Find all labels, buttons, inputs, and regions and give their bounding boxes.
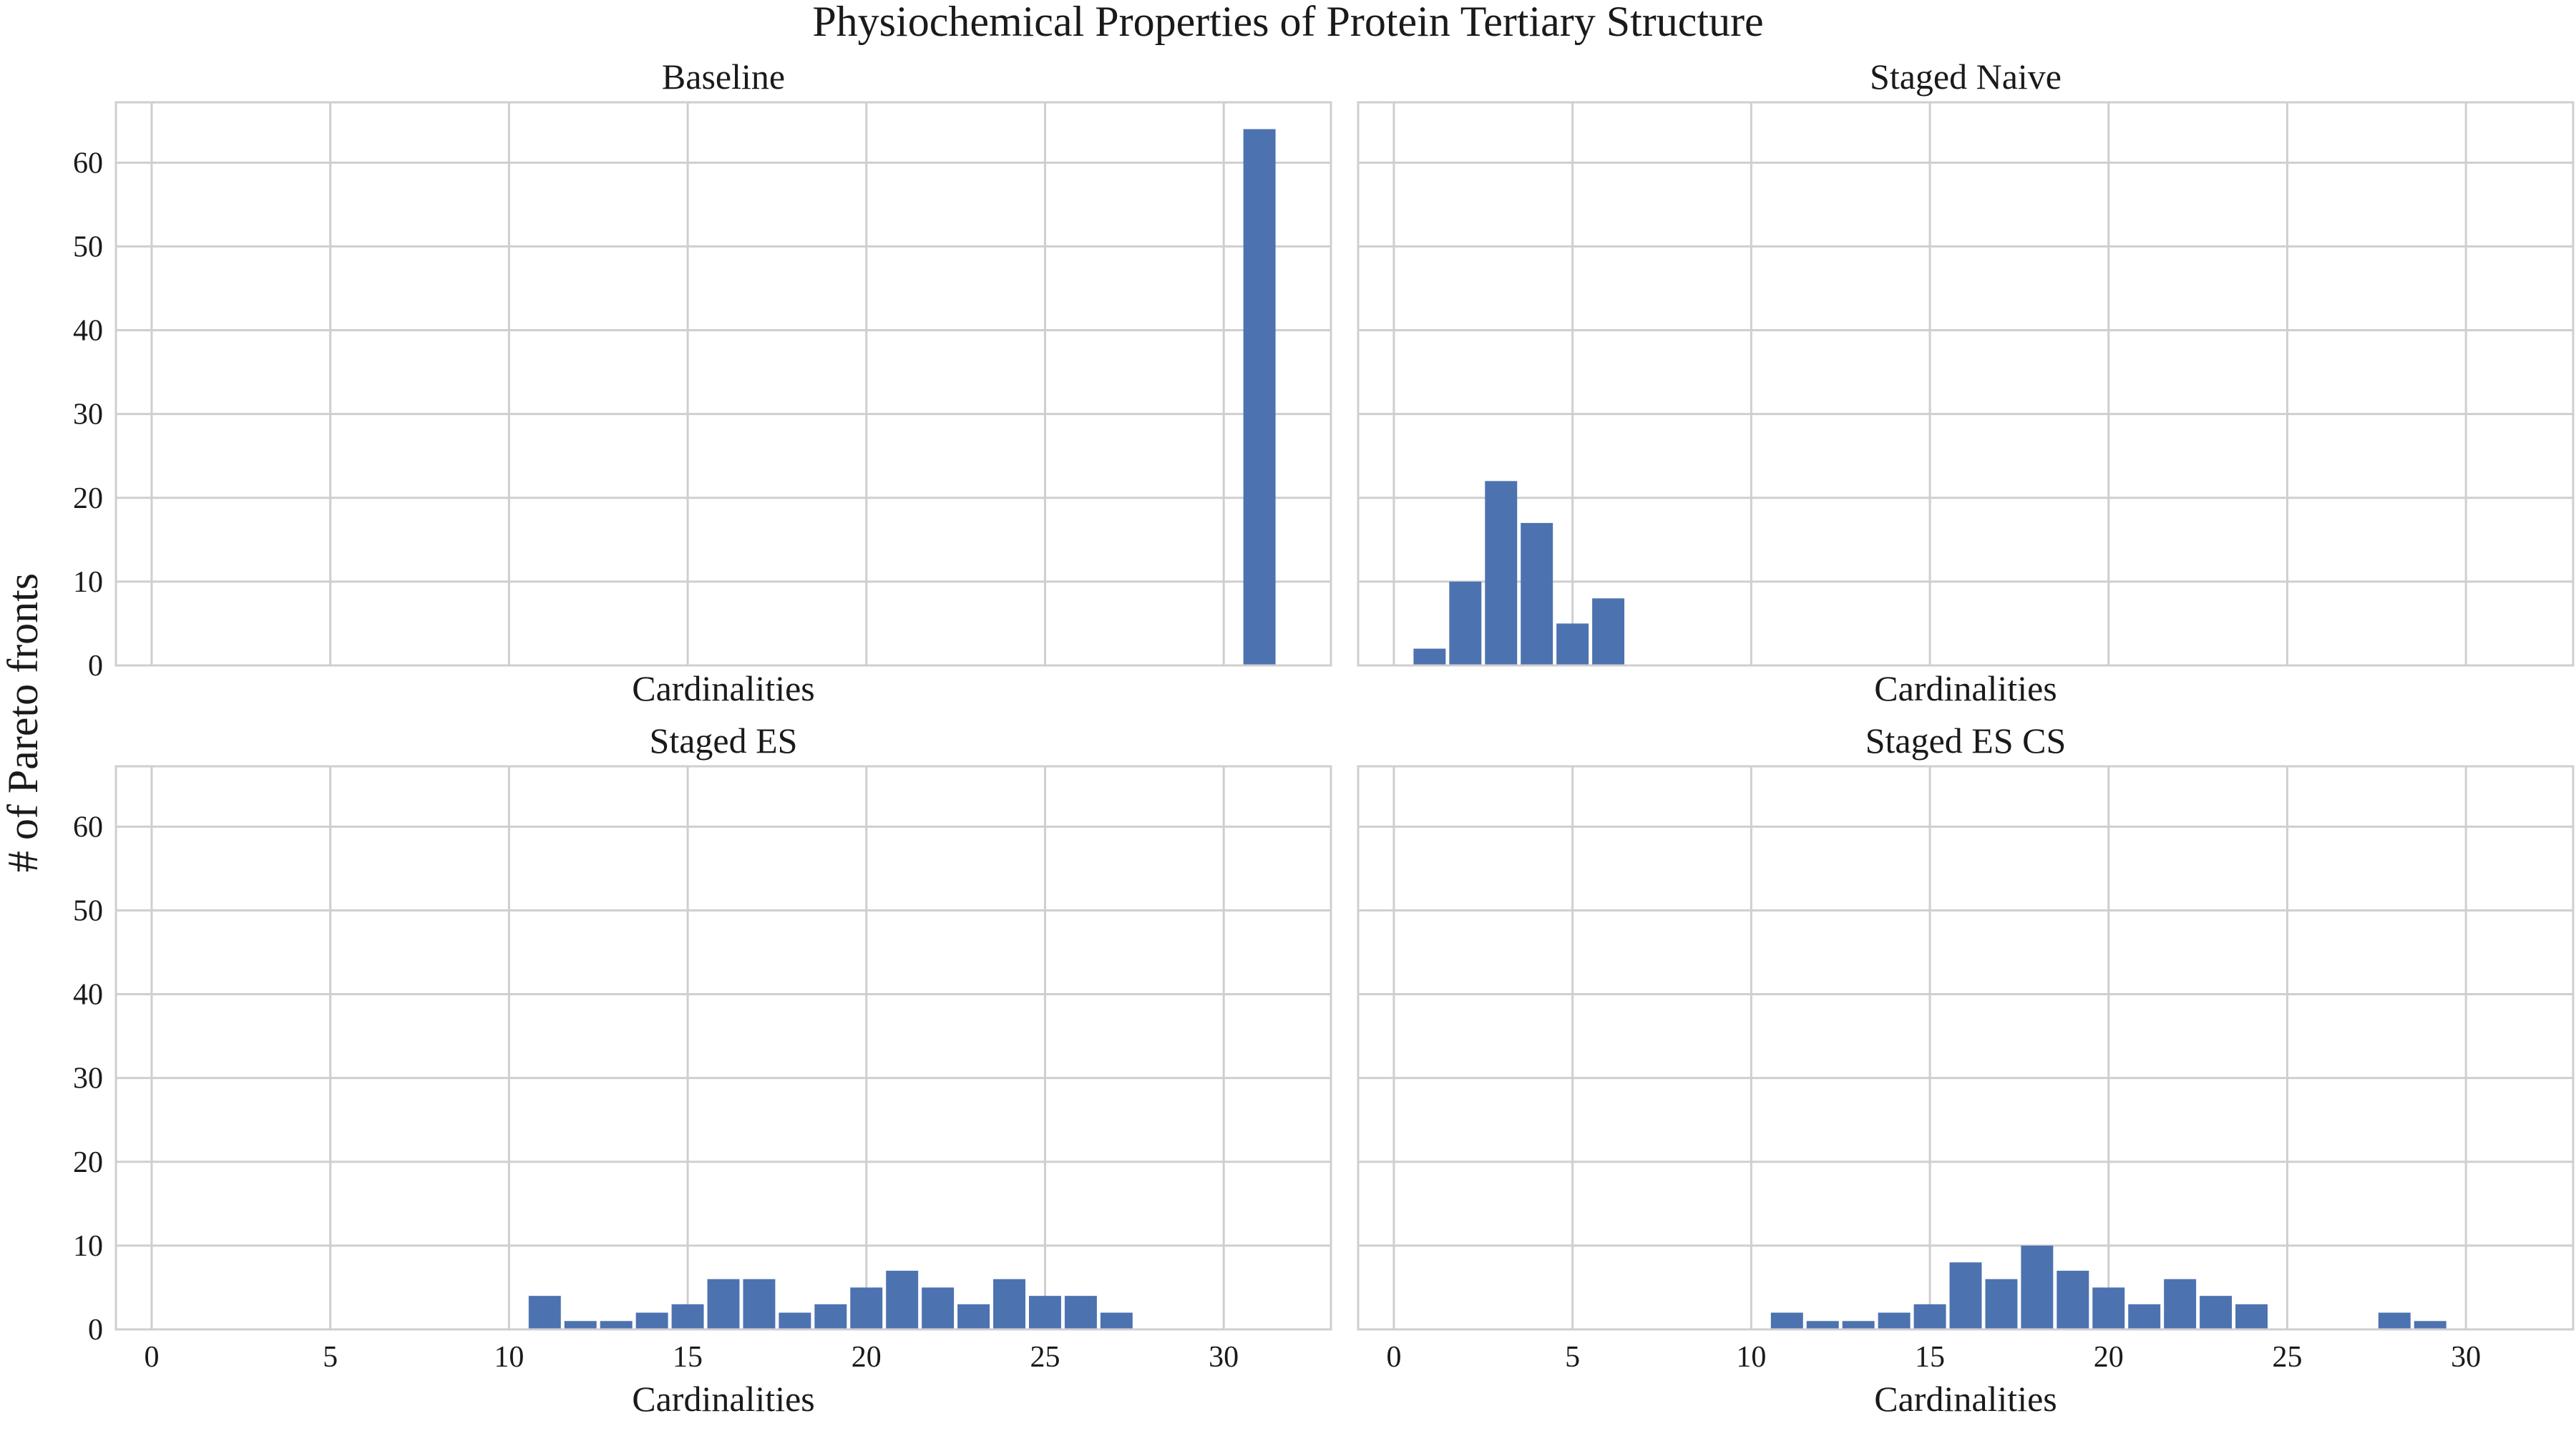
y-tick-label: 50	[73, 894, 103, 927]
bar	[1842, 1321, 1875, 1329]
bar	[1878, 1312, 1911, 1329]
y-axis-label: # of Pareto fronts	[0, 573, 47, 872]
bar	[1770, 1312, 1803, 1329]
x-tick-label: 30	[1209, 1341, 1239, 1374]
y-tick-label: 40	[73, 315, 103, 348]
bar	[886, 1271, 919, 1329]
panel-baseline: Baseline 0 10 20 30 40 50 60 Cardinalities	[73, 57, 1332, 708]
bar	[2200, 1296, 2233, 1329]
x-tick-label: 0	[1386, 1341, 1401, 1374]
bar	[1806, 1321, 1839, 1329]
x-tick-label: 20	[2094, 1341, 2124, 1374]
x-tick-label: 5	[323, 1341, 338, 1374]
y-tick-label: 60	[73, 147, 103, 180]
bar	[671, 1304, 704, 1329]
x-tick-label: 30	[2451, 1341, 2481, 1374]
y-tick-label: 10	[73, 1230, 103, 1263]
x-axis-label: Cardinalities	[632, 1379, 815, 1419]
figure-title: Physiochemical Properties of Protein Ter…	[812, 0, 1763, 45]
panels-container: Baseline0102030405060CardinalitiesStaged…	[73, 57, 2575, 1419]
bar	[1028, 1296, 1061, 1329]
x-tick-label: 0	[144, 1341, 159, 1374]
y-tick-label: 20	[73, 482, 103, 515]
plot-frame	[114, 101, 1332, 667]
x-tick-label: 5	[1565, 1341, 1580, 1374]
x-tick-label: 10	[494, 1341, 524, 1374]
x-tick-label: 15	[673, 1341, 703, 1374]
panel-title: Baseline	[662, 57, 785, 97]
panel-title: Staged ES CS	[1865, 721, 2067, 761]
bar	[2235, 1304, 2268, 1329]
x-tick-label: 25	[1030, 1341, 1060, 1374]
bar	[528, 1296, 561, 1329]
bar	[1913, 1304, 1946, 1329]
bar	[2128, 1304, 2161, 1329]
x-tick-label: 15	[1915, 1341, 1945, 1374]
bar	[707, 1279, 740, 1329]
y-tick-label: 30	[73, 399, 103, 431]
plot-frame	[1357, 765, 2575, 1331]
bar	[1592, 598, 1625, 665]
x-tick-label: 10	[1736, 1341, 1766, 1374]
bar	[635, 1312, 668, 1329]
x-axis-label: Cardinalities	[632, 668, 815, 708]
y-tick-label: 0	[88, 1314, 103, 1347]
bar	[850, 1287, 883, 1329]
panel-staged-naive: Staged Naive Cardinalities	[1357, 57, 2575, 708]
bar	[2092, 1287, 2125, 1329]
bar	[1100, 1312, 1133, 1329]
bar	[922, 1287, 955, 1329]
bar	[1064, 1296, 1097, 1329]
bar	[814, 1304, 847, 1329]
bar	[2057, 1271, 2089, 1329]
y-tick-label: 50	[73, 230, 103, 263]
bar	[957, 1304, 990, 1329]
y-tick-label: 40	[73, 979, 103, 1012]
x-tick-label: 20	[852, 1341, 882, 1374]
bar	[1521, 522, 1553, 665]
bar	[1949, 1262, 1982, 1329]
y-tick-label: 0	[88, 650, 103, 683]
bar	[1985, 1279, 2018, 1329]
bar	[1413, 648, 1446, 665]
plot-frame	[1357, 101, 2575, 667]
x-axis-label: Cardinalities	[1874, 1379, 2057, 1419]
bar	[1243, 129, 1276, 665]
bar	[2378, 1312, 2411, 1329]
bar	[743, 1279, 776, 1329]
y-tick-label: 10	[73, 566, 103, 599]
y-tick-label: 20	[73, 1146, 103, 1179]
bar	[600, 1321, 633, 1329]
panel-title: Staged ES	[650, 721, 798, 761]
bar	[1449, 581, 1482, 665]
plot-frame	[114, 765, 1332, 1331]
bar	[2164, 1279, 2197, 1329]
bar	[564, 1321, 597, 1329]
y-tick-label: 30	[73, 1063, 103, 1095]
bar	[2414, 1321, 2446, 1329]
bar	[779, 1312, 811, 1329]
bar	[1556, 623, 1589, 665]
y-tick-label: 60	[73, 811, 103, 844]
bar	[2021, 1245, 2054, 1329]
panel-staged-es: Staged ES 0 10 20 30 40 50 60 0 5 10 15 20 25 30 Cardin…	[73, 721, 1332, 1419]
panel-staged-es-cs: Staged ES CS 0 5 10 15 20 25 30 Cardinalities	[1357, 721, 2575, 1419]
panel-title: Staged Naive	[1870, 57, 2062, 97]
x-tick-label: 25	[2272, 1341, 2302, 1374]
bar	[1485, 481, 1518, 665]
x-axis-label: Cardinalities	[1874, 668, 2057, 708]
bar	[993, 1279, 1026, 1329]
